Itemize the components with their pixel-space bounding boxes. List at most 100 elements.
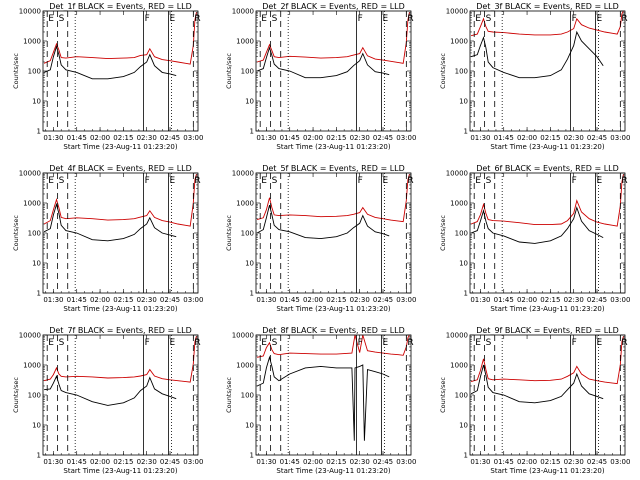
x-tick-label: 02:45 bbox=[160, 134, 180, 142]
y-tick-label: 10000 bbox=[446, 8, 468, 16]
y-axis-label: Counts/sec bbox=[439, 377, 447, 413]
events-series-line bbox=[43, 202, 177, 242]
y-tick-label: 100 bbox=[455, 230, 468, 238]
events-series-line bbox=[44, 375, 177, 406]
y-tick-label: 10000 bbox=[232, 170, 254, 178]
marker-letter: E bbox=[596, 14, 602, 24]
panel-title: Det_4f BLACK = Events, RED = LLD bbox=[49, 164, 192, 173]
plot-frame bbox=[42, 334, 199, 456]
y-tick-label: 100 bbox=[241, 230, 254, 238]
x-tick-label: 02:45 bbox=[373, 296, 393, 304]
plot-frame bbox=[42, 172, 199, 294]
x-tick-label: 02:00 bbox=[303, 296, 323, 304]
x-axis-label: Start Time (23-Aug-11 01:23:20) bbox=[63, 467, 177, 475]
plot-frame bbox=[255, 334, 412, 456]
x-tick-label: 03:00 bbox=[610, 296, 630, 304]
detector-panel: Det_1f BLACK = Events, RED = LLD 1 10 100 10… bbox=[12, 2, 203, 151]
lld-series-line bbox=[256, 12, 410, 64]
marker-letter: E bbox=[596, 338, 602, 348]
detector-panel: Det_9f BLACK = Events, RED = LLD 1 10 100 10… bbox=[439, 326, 630, 475]
x-tick-label: 02:00 bbox=[303, 134, 323, 142]
y-axis-label: Counts/sec bbox=[225, 377, 233, 413]
y-tick-label: 100 bbox=[455, 68, 468, 76]
y-tick-label: 10 bbox=[459, 422, 468, 430]
marker-letter: R bbox=[407, 176, 413, 186]
marker-letter: F bbox=[572, 176, 577, 186]
marker-letter: E bbox=[382, 176, 388, 186]
x-tick-label: 02:00 bbox=[517, 458, 537, 466]
x-tick-label: 02:45 bbox=[587, 296, 607, 304]
panel-title: Det_2f BLACK = Events, RED = LLD bbox=[262, 2, 405, 11]
events-series-line bbox=[470, 30, 604, 79]
y-tick-label: 1000 bbox=[236, 200, 254, 208]
detector-panel: Det_7f BLACK = Events, RED = LLD 1 10 100 10… bbox=[12, 326, 203, 475]
marker-letter: R bbox=[407, 338, 413, 348]
marker-letter: E bbox=[169, 176, 175, 186]
marker-letter: F bbox=[145, 338, 150, 348]
detector-panel: Det_5f BLACK = Events, RED = LLD 1 10 100 10… bbox=[225, 164, 416, 313]
marker-letter: F bbox=[358, 338, 363, 348]
y-axis-label: Counts/sec bbox=[439, 53, 447, 89]
panel-title: Det_1f BLACK = Events, RED = LLD bbox=[49, 2, 192, 11]
marker-letter: E bbox=[382, 338, 388, 348]
x-tick-label: 01:45 bbox=[280, 458, 300, 466]
marker-letter: F bbox=[572, 338, 577, 348]
y-tick-label: 1000 bbox=[23, 362, 41, 370]
x-tick-label: 02:30 bbox=[564, 458, 584, 466]
x-tick-label: 03:00 bbox=[183, 296, 203, 304]
x-tick-label: 02:45 bbox=[160, 458, 180, 466]
x-tick-label: 01:30 bbox=[256, 458, 276, 466]
x-tick-label: 02:00 bbox=[517, 134, 537, 142]
x-tick-label: 02:30 bbox=[350, 458, 370, 466]
x-tick-label: 02:15 bbox=[113, 458, 133, 466]
x-tick-label: 01:45 bbox=[494, 134, 514, 142]
detector-panel: Det_2f BLACK = Events, RED = LLD 1 10 100 10… bbox=[225, 2, 416, 151]
y-tick-label: 10 bbox=[245, 260, 254, 268]
plot-frame bbox=[469, 10, 626, 132]
x-axis-label: Start Time (23-Aug-11 01:23:20) bbox=[490, 305, 604, 313]
y-axis-label: Counts/sec bbox=[439, 215, 447, 251]
y-tick-label: 100 bbox=[455, 392, 468, 400]
x-tick-label: 02:45 bbox=[587, 458, 607, 466]
x-tick-label: 02:00 bbox=[517, 296, 537, 304]
x-tick-label: 03:00 bbox=[183, 458, 203, 466]
marker-letter: E bbox=[48, 338, 54, 348]
x-tick-label: 01:30 bbox=[43, 134, 63, 142]
y-tick-label: 10000 bbox=[19, 332, 41, 340]
panel-title: Det_7f BLACK = Events, RED = LLD bbox=[49, 326, 192, 335]
marker-letter: R bbox=[407, 14, 413, 24]
y-tick-label: 1 bbox=[37, 452, 41, 460]
y-tick-label: 10 bbox=[32, 98, 41, 106]
panel-title: Det_9f BLACK = Events, RED = LLD bbox=[476, 326, 619, 335]
x-tick-label: 03:00 bbox=[396, 134, 416, 142]
x-tick-label: 01:45 bbox=[280, 296, 300, 304]
marker-letter: S bbox=[272, 176, 278, 186]
detector-panel: Det_4f BLACK = Events, RED = LLD 1 10 100 10… bbox=[12, 164, 203, 313]
marker-letter: E bbox=[475, 338, 481, 348]
marker-letter: S bbox=[272, 338, 278, 348]
y-tick-label: 1000 bbox=[450, 362, 468, 370]
marker-letter: R bbox=[194, 176, 200, 186]
detector-panel: Det_6f BLACK = Events, RED = LLD 1 10 100 10… bbox=[439, 164, 630, 313]
y-tick-label: 10 bbox=[32, 260, 41, 268]
x-tick-label: 02:15 bbox=[326, 134, 346, 142]
plot-frame bbox=[469, 334, 626, 456]
lld-series-line bbox=[43, 336, 197, 383]
x-axis-label: Start Time (23-Aug-11 01:23:20) bbox=[490, 467, 604, 475]
x-tick-label: 02:30 bbox=[137, 134, 157, 142]
x-tick-label: 01:45 bbox=[67, 296, 87, 304]
lld-series-line bbox=[43, 12, 197, 65]
marker-letter: F bbox=[572, 14, 577, 24]
panel-title: Det_6f BLACK = Events, RED = LLD bbox=[476, 164, 619, 173]
x-tick-label: 01:30 bbox=[43, 296, 63, 304]
marker-letter: E bbox=[475, 14, 481, 24]
x-tick-label: 01:30 bbox=[470, 458, 490, 466]
x-tick-label: 02:15 bbox=[326, 296, 346, 304]
x-tick-label: 02:30 bbox=[137, 458, 157, 466]
x-axis-label: Start Time (23-Aug-11 01:23:20) bbox=[276, 305, 390, 313]
y-tick-label: 1000 bbox=[23, 38, 41, 46]
y-tick-label: 1 bbox=[37, 128, 41, 136]
y-tick-label: 100 bbox=[28, 392, 41, 400]
x-tick-label: 01:30 bbox=[256, 296, 276, 304]
